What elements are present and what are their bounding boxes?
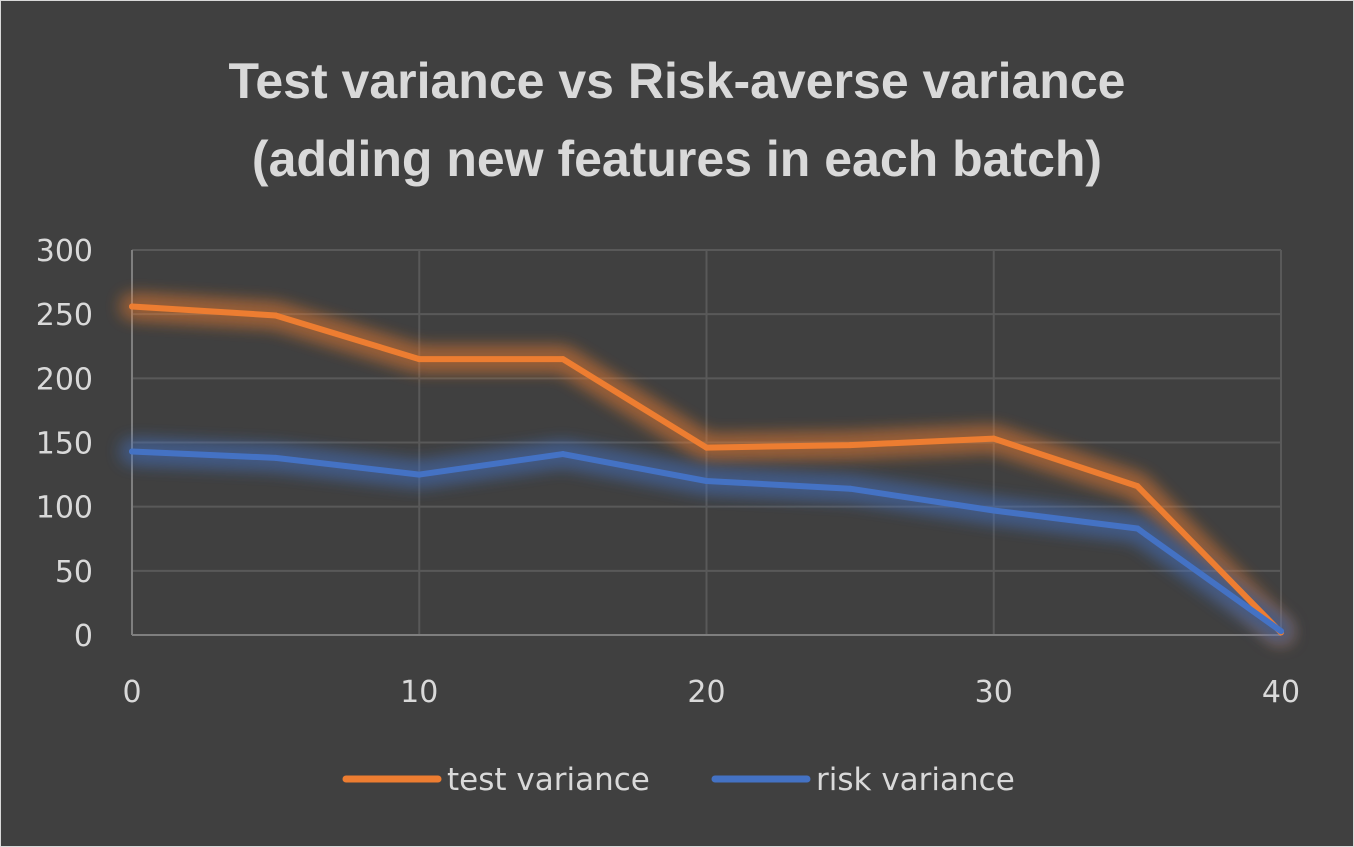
legend: test variance risk variance [342,762,1015,798]
risk-variance-point [559,451,566,458]
legend-label-test-variance: test variance [447,762,650,798]
test-variance-point [990,435,997,442]
chart-title-line-2: (adding new features in each batch) [252,131,1102,187]
legend-item-risk-variance: risk variance [711,762,1015,798]
tick-labels: 0 50 100 150 200 250 300 0 10 20 30 40 [36,234,1300,710]
risk-variance-point [847,485,854,492]
risk-variance-point [990,507,997,514]
risk-variance-point [272,454,279,461]
risk-variance-point [1278,628,1284,635]
series-lines [129,303,1284,636]
risk-variance-point [1134,525,1141,532]
test-variance-point [847,442,854,449]
legend-label-risk-variance: risk variance [816,762,1015,798]
risk-variance-point [416,471,423,478]
x-tick-label: 10 [400,675,438,710]
legend-item-test-variance: test variance [342,762,650,798]
y-tick-label: 0 [74,619,93,654]
test-variance-point [559,356,566,363]
y-tick-label: 300 [36,234,93,269]
y-tick-label: 150 [36,427,93,462]
y-tick-label: 100 [36,491,93,526]
x-tick-label: 0 [122,675,141,710]
y-tick-label: 250 [36,298,93,333]
y-tick-label: 50 [55,555,93,590]
x-tick-label: 40 [1262,675,1300,710]
x-tick-label: 20 [687,675,725,710]
risk-variance-point [129,448,135,455]
chart-title-line-1: Test variance vs Risk-averse variance [229,53,1126,109]
test-variance-point [272,312,279,319]
risk-variance-point [703,478,710,484]
test-variance-point [129,303,135,310]
test-variance-point [703,444,710,451]
y-tick-label: 200 [36,362,93,397]
test-variance-point [1134,483,1141,490]
test-variance-point [416,356,423,363]
x-tick-label: 30 [975,675,1013,710]
